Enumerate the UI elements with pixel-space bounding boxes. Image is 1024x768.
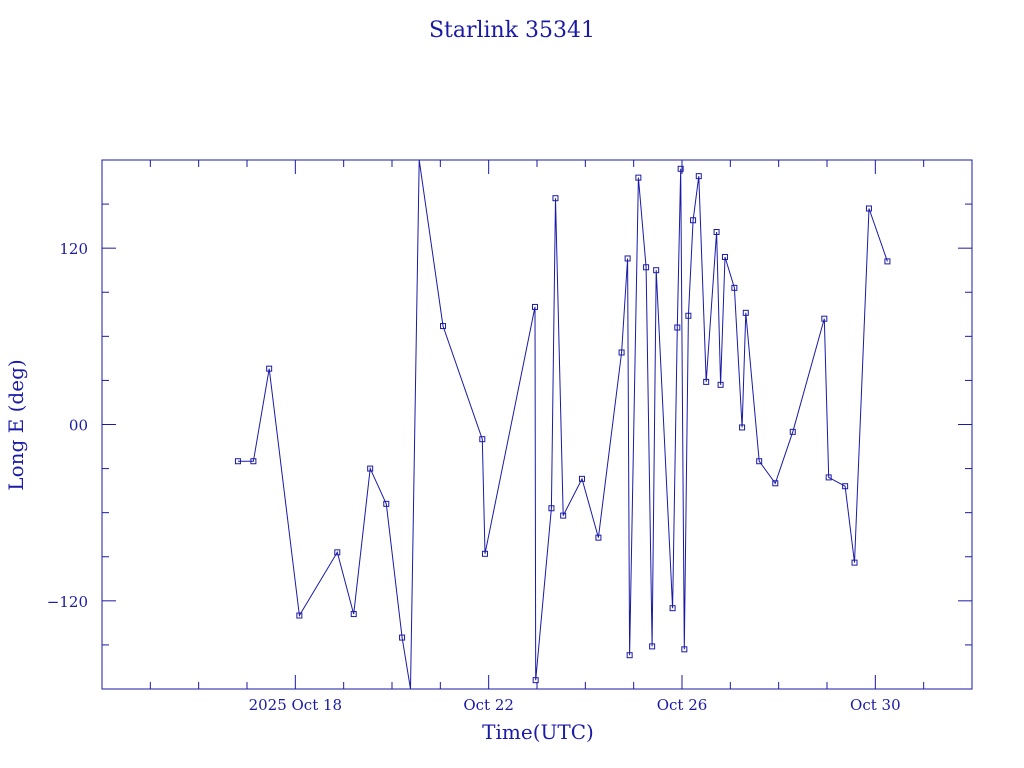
data-point [560, 512, 567, 519]
data-point [865, 205, 872, 212]
data-point [756, 458, 763, 465]
data-point [626, 652, 633, 659]
x-axis-label: Time(UTC) [482, 720, 594, 744]
plot-frame [101, 159, 973, 690]
x-tick-label: 2025 Oct 18 [249, 696, 343, 714]
data-point [296, 612, 303, 619]
data-point [674, 324, 681, 331]
data-point [266, 365, 273, 372]
data-point [548, 505, 555, 512]
x-tick-label: Oct 30 [850, 696, 901, 714]
data-point [552, 195, 559, 202]
data-point [789, 428, 796, 435]
data-point [884, 258, 891, 265]
y-tick-label: 120 [59, 240, 88, 258]
data-point [690, 217, 697, 224]
data-point [851, 559, 858, 566]
y-tick-label: −120 [47, 593, 88, 611]
data-point [717, 381, 724, 388]
data-point [234, 458, 241, 465]
tick-labels: 120 00 −120 2025 Oct 18 Oct 22 Oct 26 Oct 30 [47, 240, 901, 714]
data-point [481, 550, 488, 557]
data-point [742, 309, 749, 316]
data-point [653, 267, 660, 274]
y-tick-label: 00 [69, 417, 88, 435]
y-axis-label: Long E (deg) [4, 359, 28, 490]
plot-area [101, 159, 973, 690]
data-point [643, 264, 650, 271]
data-point [721, 253, 728, 260]
data-point [250, 458, 257, 465]
data-point [618, 349, 625, 356]
data-point [532, 677, 539, 684]
data-point [649, 643, 656, 650]
data-point [703, 378, 710, 385]
data-point [367, 465, 374, 472]
series-line [237, 160, 888, 689]
x-tick-label: Oct 22 [463, 696, 514, 714]
data-point [669, 605, 676, 612]
data-point [772, 480, 779, 487]
data-point [739, 424, 746, 431]
data-point [578, 475, 585, 482]
data-point [595, 534, 602, 541]
data-point [677, 165, 684, 172]
data-point [731, 284, 738, 291]
series-layer [234, 160, 891, 689]
data-point [695, 173, 702, 180]
chart-title: Starlink 35341 [429, 18, 595, 43]
data-point [350, 611, 357, 618]
data-point [624, 255, 631, 262]
data-point [440, 323, 447, 330]
data-point [531, 303, 538, 310]
data-point [825, 474, 832, 481]
data-point [399, 634, 406, 641]
data-point [713, 229, 720, 236]
data-point [635, 174, 642, 181]
data-point [821, 315, 828, 322]
data-point [383, 500, 390, 507]
axis-ticks [102, 160, 972, 689]
data-point [842, 483, 849, 490]
data-point [334, 549, 341, 556]
data-point [681, 646, 688, 653]
data-point [479, 436, 486, 443]
data-point [685, 312, 692, 319]
x-tick-label: Oct 26 [657, 696, 708, 714]
